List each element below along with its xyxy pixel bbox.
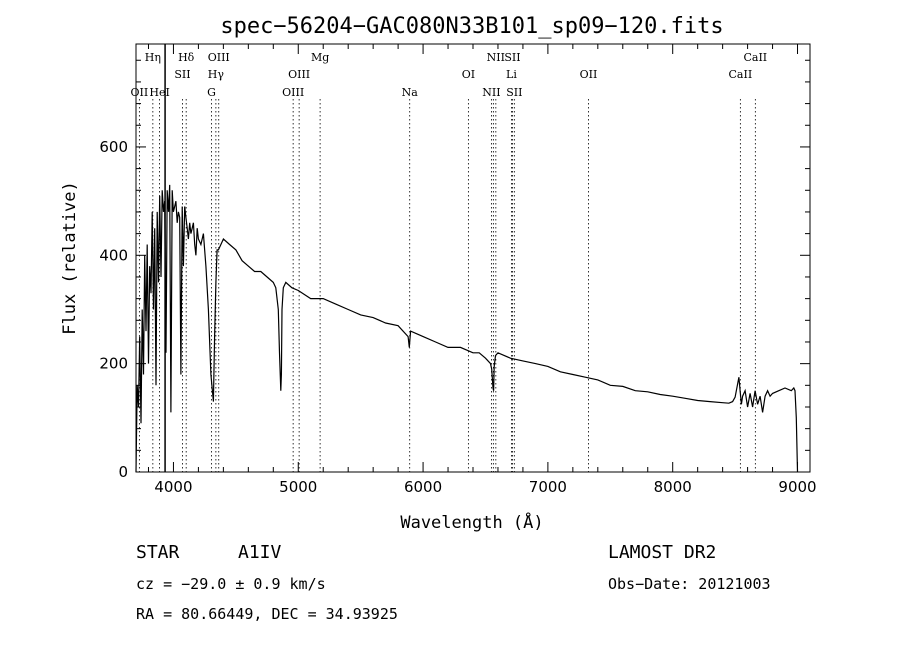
axis-ticks: 4000 5000 6000 7000 8000 9000 0 200 400 600 (99, 44, 817, 496)
line-marker-label: SII (174, 68, 190, 81)
obs-date-text: Obs−Date: 20121003 (608, 575, 771, 593)
plot-frame (135, 43, 811, 473)
line-marker-label: Na (402, 86, 419, 99)
line-marker-label: CaII (743, 51, 767, 64)
spectrum-line (135, 184, 799, 473)
coordinates-text: RA = 80.66449, DEC = 34.93925 (136, 605, 398, 623)
line-marker-label: OIII (208, 51, 230, 64)
object-class: STAR (136, 542, 180, 563)
y-tick-label: 400 (99, 246, 128, 264)
line-marker-label: NII (487, 51, 505, 64)
line-marker-label: OI (462, 68, 475, 81)
x-tick-label: 6000 (404, 478, 442, 496)
line-marker-label: Li (506, 68, 517, 81)
chart-title: spec−56204−GAC080N33B101_sp09−120.fits (220, 14, 723, 39)
survey-name: LAMOST DR2 (608, 542, 717, 563)
line-marker-label: OII (580, 68, 598, 81)
y-tick-label: 0 (118, 463, 128, 481)
redshift-text: cz = −29.0 ± 0.9 km/s (136, 575, 326, 593)
x-tick-label: 8000 (654, 478, 692, 496)
x-tick-label: 4000 (154, 478, 192, 496)
y-tick-label: 600 (99, 138, 128, 156)
line-marker-label: Hδ (178, 51, 195, 64)
line-marker-label: G (207, 86, 216, 99)
line-marker-label: SII (506, 86, 522, 99)
y-tick-label: 200 (99, 355, 128, 373)
line-marker-label: SII (504, 51, 520, 64)
x-tick-label: 9000 (778, 478, 816, 496)
line-marker-label: Hγ (208, 68, 225, 81)
line-marker-label: NII (482, 86, 500, 99)
object-subclass: A1IV (238, 542, 282, 563)
y-axis-label: Flux (relative) (60, 181, 80, 335)
x-tick-label: 5000 (279, 478, 317, 496)
line-marker-label: OIII (282, 86, 304, 99)
line-marker-label: CaII (729, 68, 753, 81)
line-marker-label: OII (131, 86, 149, 99)
line-marker-label: HeI (149, 86, 169, 99)
line-marker-label: Mg (311, 51, 329, 64)
x-axis-label: Wavelength (Å) (400, 511, 543, 533)
line-marker-label: OIII (288, 68, 310, 81)
line-marker-label: Hη (145, 51, 161, 64)
x-tick-label: 7000 (529, 478, 567, 496)
